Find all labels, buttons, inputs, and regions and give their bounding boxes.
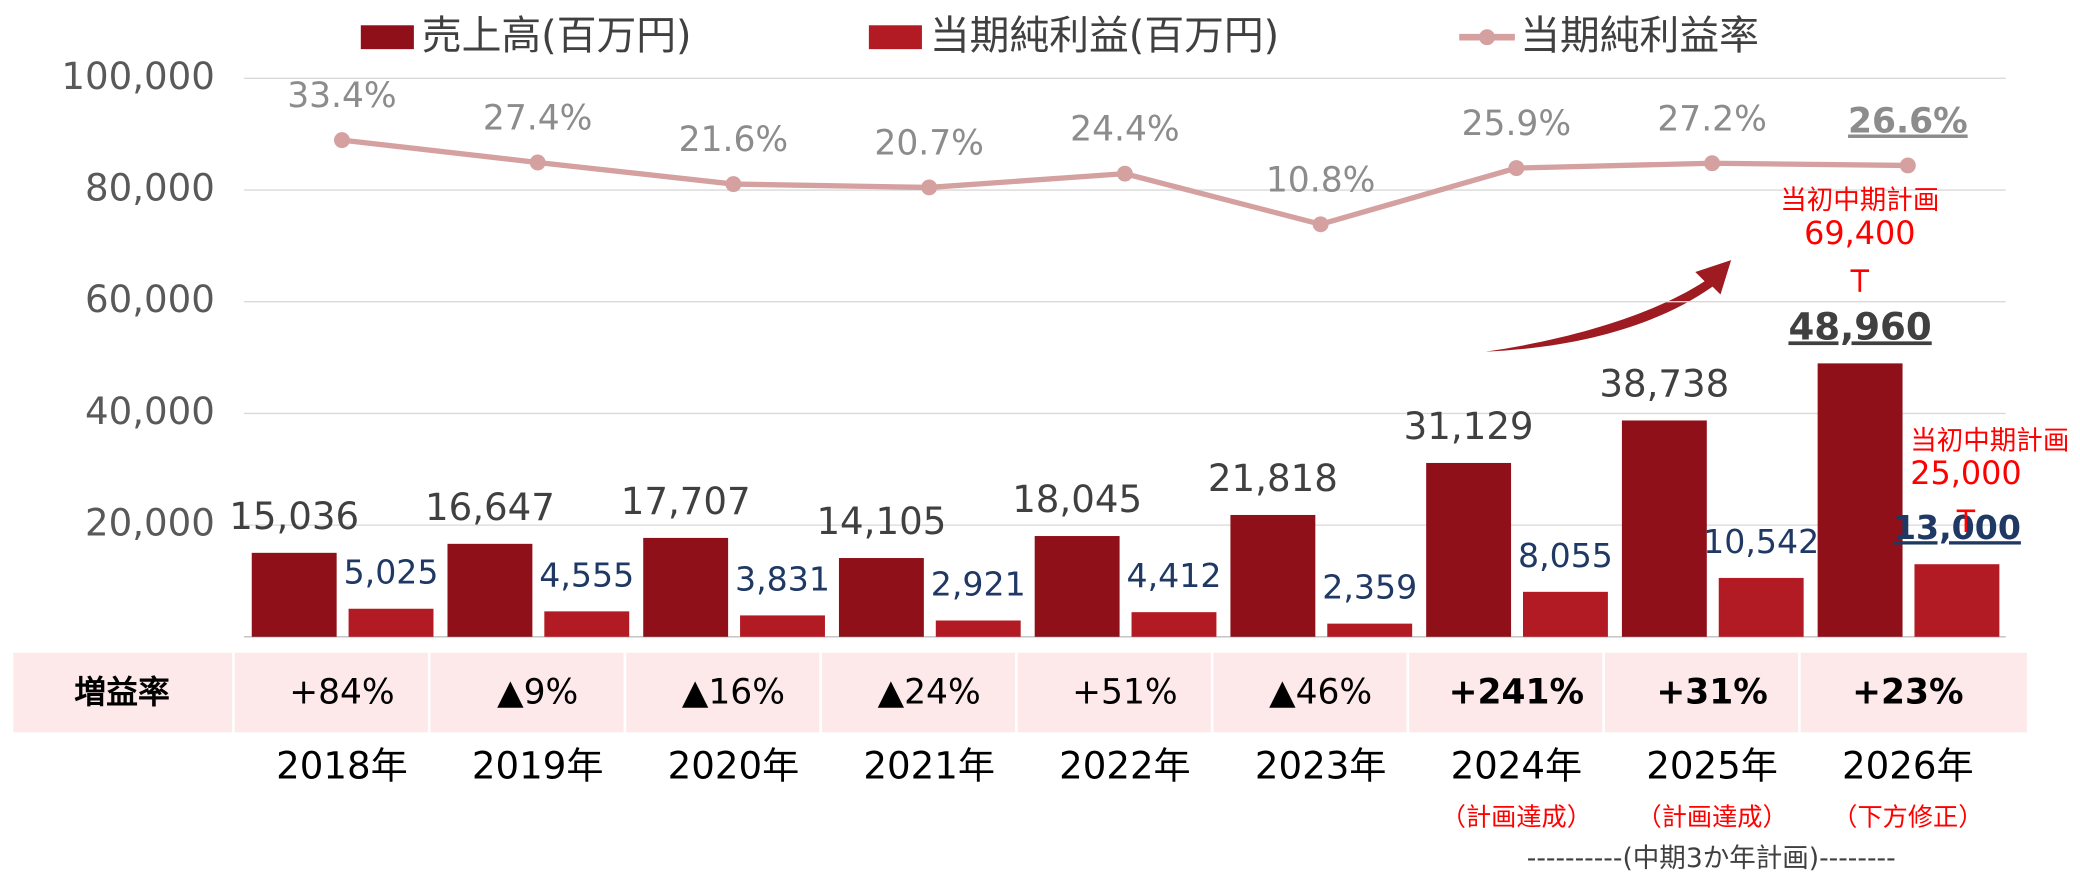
bar <box>1327 624 1412 637</box>
data-label: 16,647 <box>425 486 555 529</box>
y-tick-label: 20,000 <box>85 502 215 545</box>
row-header: 増益率 <box>74 673 170 711</box>
growth-rate: +84% <box>289 672 395 712</box>
x-tick-label: 2025年 <box>1646 745 1778 788</box>
data-label: 26.6% <box>1848 102 1968 142</box>
bar <box>1818 363 1903 636</box>
data-label: 2,921 <box>931 565 1026 604</box>
line-point <box>921 179 937 195</box>
bar <box>1719 578 1804 637</box>
annotation-value: 25,000 <box>1910 454 2021 492</box>
x-tick-label: 2018年 <box>276 745 408 788</box>
x-tick-label: 2026年 <box>1842 745 1974 788</box>
growth-rate: +241% <box>1449 672 1584 712</box>
legend-swatch <box>1479 29 1495 45</box>
line-point <box>1704 155 1720 171</box>
data-label: 4,555 <box>539 555 634 594</box>
chart: 20,000 40,000 60,000 80,000 100,000 売上高(百万円) 当… <box>0 0 2080 873</box>
x-tick-label: 2020年 <box>668 745 800 788</box>
data-label: 33.4% <box>287 76 397 116</box>
data-label: 31,129 <box>1404 405 1534 448</box>
bar <box>1132 612 1217 637</box>
growth-rate: ▲46% <box>1269 672 1372 712</box>
line-point <box>530 155 546 171</box>
growth-rate: +23% <box>1852 672 1963 712</box>
bar <box>1914 564 1999 637</box>
y-tick-label: 60,000 <box>85 278 215 321</box>
legend-label: 当期純利益(百万円) <box>930 13 1279 59</box>
x-tick-label: 2021年 <box>863 745 995 788</box>
line-point <box>1313 216 1329 232</box>
bar <box>1230 515 1315 637</box>
legend-swatch <box>869 25 922 49</box>
data-label: 21,818 <box>1208 457 1338 500</box>
data-label: 14,105 <box>816 500 946 543</box>
bar <box>252 553 337 637</box>
bar <box>740 615 825 636</box>
annotation-title: 当初中期計画 <box>1780 185 1939 216</box>
x-tick-label: 2024年 <box>1451 745 1583 788</box>
trend-arrow <box>1486 260 1731 352</box>
year-note: （下方修正） <box>1832 803 1983 832</box>
growth-rate: ▲16% <box>682 672 785 712</box>
data-label: 4,412 <box>1127 556 1222 595</box>
data-label: 27.2% <box>1657 99 1767 139</box>
x-tick-label: 2023年 <box>1255 745 1387 788</box>
data-label: 21.6% <box>679 120 789 160</box>
data-label: 5,025 <box>344 553 439 592</box>
line-point <box>1508 160 1524 176</box>
line-point <box>1117 166 1133 182</box>
data-label: 2,359 <box>1322 568 1417 607</box>
data-label: 10.8% <box>1266 160 1376 200</box>
growth-rate: +51% <box>1072 672 1178 712</box>
bar <box>839 558 924 637</box>
annotation-title: 当初中期計画 <box>1910 425 2069 456</box>
y-tick-label: 100,000 <box>61 55 215 98</box>
data-label: 25.9% <box>1462 104 1572 144</box>
data-label: 38,738 <box>1599 362 1729 405</box>
line-point <box>334 132 350 148</box>
growth-rate: ▲24% <box>878 672 981 712</box>
legend-swatch <box>361 25 414 49</box>
growth-rate: ▲9% <box>497 672 578 712</box>
annotation-marker <box>1851 271 1870 292</box>
plan-span: ----------(中期3か年計画)-------- <box>1527 843 1896 873</box>
growth-rate: +31% <box>1656 672 1767 712</box>
data-label: 15,036 <box>229 495 359 538</box>
legend-label: 当期純利益率 <box>1520 13 1759 59</box>
plot: 20,000 40,000 60,000 80,000 100,000 売上高(百万円) 当… <box>61 13 2069 873</box>
data-label: 27.4% <box>483 99 593 139</box>
bar <box>643 538 728 637</box>
data-label: 48,960 <box>1788 305 1931 348</box>
data-label: 18,045 <box>1012 478 1142 521</box>
bar <box>1523 592 1608 637</box>
annotation-value: 69,400 <box>1804 214 1915 252</box>
bar <box>544 611 629 636</box>
y-tick-label: 80,000 <box>85 167 215 210</box>
bar <box>1035 536 1120 637</box>
year-note: （計画達成） <box>1637 803 1788 832</box>
x-tick-label: 2022年 <box>1059 745 1191 788</box>
line-point <box>1900 157 1916 173</box>
page: 20,000 40,000 60,000 80,000 100,000 売上高(百万円) 当… <box>0 0 2080 877</box>
x-tick-label: 2019年 <box>472 745 604 788</box>
year-note: （計画達成） <box>1441 803 1592 832</box>
bar <box>447 544 532 637</box>
data-label: 10,542 <box>1703 522 1819 561</box>
bar <box>1622 420 1707 636</box>
data-label: 17,707 <box>621 480 751 523</box>
data-label: 8,055 <box>1518 536 1613 575</box>
bar <box>1426 463 1511 637</box>
data-label: 20.7% <box>874 123 984 163</box>
data-label: 24.4% <box>1070 110 1180 150</box>
bar <box>349 609 434 637</box>
y-tick-label: 40,000 <box>85 390 215 433</box>
line <box>342 140 1908 224</box>
bar <box>936 620 1021 636</box>
line-point <box>725 176 741 192</box>
data-label: 13,000 <box>1893 508 2021 547</box>
data-label: 3,831 <box>735 559 830 598</box>
legend-label: 売上高(百万円) <box>422 13 692 59</box>
